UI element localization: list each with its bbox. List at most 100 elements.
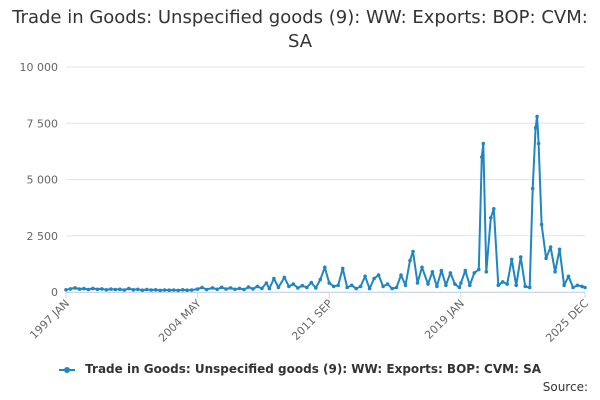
data-point[interactable] — [215, 287, 219, 292]
data-point[interactable] — [255, 284, 260, 289]
data-point[interactable] — [131, 288, 136, 292]
data-point[interactable] — [583, 285, 587, 290]
data-point[interactable] — [219, 285, 224, 290]
data-point[interactable] — [575, 283, 580, 288]
data-point[interactable] — [189, 288, 194, 292]
data-point[interactable] — [514, 283, 518, 288]
data-point[interactable] — [267, 286, 272, 291]
data-point[interactable] — [185, 288, 189, 293]
data-point[interactable] — [472, 271, 477, 275]
legend[interactable]: Trade in Goods: Unspecified goods (9): W… — [0, 362, 600, 376]
data-point[interactable] — [331, 284, 336, 289]
data-point[interactable] — [548, 245, 553, 249]
data-point[interactable] — [176, 288, 180, 293]
data-point[interactable] — [296, 286, 300, 290]
data-point[interactable] — [127, 286, 131, 291]
data-point[interactable] — [523, 284, 527, 289]
data-point[interactable] — [309, 280, 314, 285]
data-point[interactable] — [448, 271, 453, 275]
data-point[interactable] — [251, 287, 255, 291]
data-point[interactable] — [349, 283, 354, 288]
data-point[interactable] — [100, 287, 104, 291]
data-point[interactable] — [489, 216, 493, 220]
data-point[interactable] — [276, 285, 281, 290]
data-point[interactable] — [336, 283, 341, 288]
data-point[interactable] — [430, 270, 435, 274]
data-point[interactable] — [385, 282, 390, 286]
data-point[interactable] — [481, 141, 486, 146]
data-point[interactable] — [463, 268, 468, 273]
data-point[interactable] — [444, 283, 448, 288]
data-point[interactable] — [162, 288, 167, 292]
data-point[interactable] — [376, 273, 381, 277]
data-point[interactable] — [224, 287, 228, 291]
data-point[interactable] — [282, 275, 287, 280]
data-point[interactable] — [557, 247, 562, 252]
data-point[interactable] — [153, 288, 158, 292]
data-point[interactable] — [367, 286, 372, 291]
data-point[interactable] — [420, 265, 424, 270]
data-point[interactable] — [300, 283, 305, 288]
data-point[interactable] — [180, 288, 185, 292]
data-point[interactable] — [457, 285, 462, 290]
data-point[interactable] — [260, 286, 264, 291]
data-point[interactable] — [246, 285, 251, 289]
data-point[interactable] — [340, 266, 345, 271]
data-point[interactable] — [354, 286, 359, 291]
data-point[interactable] — [113, 287, 118, 292]
data-point[interactable] — [272, 276, 276, 281]
data-point[interactable] — [505, 282, 510, 286]
data-point[interactable] — [86, 287, 91, 292]
data-point[interactable] — [64, 288, 68, 292]
data-point[interactable] — [305, 285, 309, 290]
data-point[interactable] — [480, 155, 484, 159]
data-point[interactable] — [439, 268, 444, 273]
data-point[interactable] — [122, 288, 127, 292]
data-point[interactable] — [204, 287, 209, 292]
data-point[interactable] — [415, 281, 420, 285]
data-point[interactable] — [77, 287, 82, 291]
data-point[interactable] — [518, 255, 523, 259]
data-point[interactable] — [500, 280, 505, 284]
data-point[interactable] — [435, 284, 439, 289]
data-point[interactable] — [233, 287, 237, 292]
data-point[interactable] — [318, 277, 323, 282]
data-point[interactable] — [327, 281, 332, 285]
data-point[interactable] — [571, 285, 575, 290]
data-point[interactable] — [195, 287, 200, 291]
data-point[interactable] — [562, 283, 566, 288]
data-point[interactable] — [109, 287, 113, 291]
data-point[interactable] — [411, 249, 415, 254]
data-point[interactable] — [566, 274, 571, 279]
data-point[interactable] — [403, 283, 408, 288]
data-point[interactable] — [372, 276, 376, 281]
data-point[interactable] — [82, 286, 86, 291]
data-point[interactable] — [136, 287, 140, 292]
data-point[interactable] — [68, 287, 73, 291]
data-point[interactable] — [527, 285, 532, 290]
data-point[interactable] — [345, 285, 350, 290]
data-point[interactable] — [530, 186, 535, 191]
data-point[interactable] — [381, 284, 385, 289]
data-point[interactable] — [533, 126, 538, 130]
data-point[interactable] — [453, 282, 457, 286]
data-point[interactable] — [237, 286, 242, 291]
data-point[interactable] — [399, 273, 403, 277]
data-point[interactable] — [544, 256, 548, 261]
data-point[interactable] — [95, 287, 100, 292]
data-point[interactable] — [553, 270, 557, 274]
data-point[interactable] — [539, 222, 544, 227]
data-point[interactable] — [167, 288, 171, 293]
data-point[interactable] — [210, 286, 215, 290]
data-point[interactable] — [287, 284, 291, 289]
data-point[interactable] — [242, 287, 246, 292]
data-point[interactable] — [580, 284, 584, 289]
data-point[interactable] — [492, 207, 496, 211]
data-point[interactable] — [118, 287, 122, 292]
data-point[interactable] — [484, 270, 489, 274]
data-point[interactable] — [291, 282, 296, 286]
data-point[interactable] — [363, 274, 367, 279]
data-point[interactable] — [408, 258, 412, 263]
data-point[interactable] — [158, 288, 162, 293]
data-point[interactable] — [535, 114, 539, 119]
